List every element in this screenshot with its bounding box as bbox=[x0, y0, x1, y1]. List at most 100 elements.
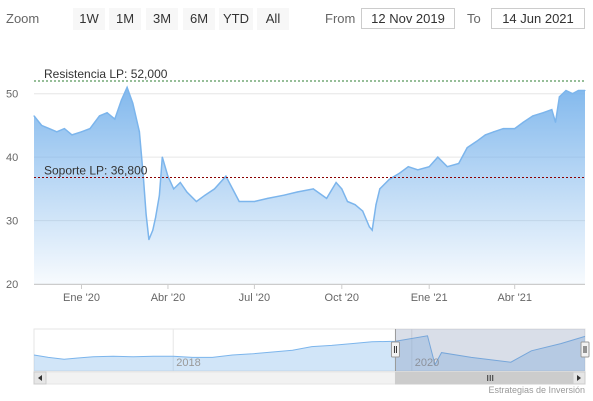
data-point bbox=[126, 86, 128, 88]
data-point bbox=[346, 200, 349, 203]
zoom-all-button[interactable]: All bbox=[257, 8, 289, 30]
navigator-line bbox=[33, 335, 586, 366]
navigator-left-handle[interactable] bbox=[390, 341, 400, 358]
data-point bbox=[565, 89, 567, 92]
data-point bbox=[437, 156, 439, 158]
data-point bbox=[155, 216, 157, 218]
data-point bbox=[558, 96, 560, 98]
resistance-line-label: Resistencia LP: 52,000 bbox=[44, 67, 168, 81]
from-label: From bbox=[325, 11, 356, 26]
data-point bbox=[238, 200, 240, 203]
data-point bbox=[554, 121, 557, 123]
handle-body[interactable] bbox=[580, 341, 590, 358]
x-tick-label: Ene '20 bbox=[63, 292, 100, 304]
data-point bbox=[476, 140, 478, 142]
data-point bbox=[148, 239, 150, 241]
data-point bbox=[335, 181, 337, 184]
navigator-tick-label: 2020 bbox=[415, 357, 439, 369]
data-point bbox=[388, 178, 390, 180]
data-point bbox=[63, 128, 65, 130]
data-point bbox=[354, 204, 356, 206]
data-point bbox=[326, 197, 328, 199]
x-tick-label: Abr '20 bbox=[151, 292, 186, 304]
y-tick-label: 40 bbox=[6, 152, 18, 164]
data-point bbox=[584, 89, 586, 92]
data-point bbox=[145, 213, 147, 215]
data-point bbox=[48, 128, 50, 130]
series-area bbox=[34, 87, 585, 285]
data-point bbox=[362, 210, 364, 212]
data-point bbox=[551, 108, 553, 111]
data-point bbox=[158, 194, 160, 196]
scroll-right-arrow-icon bbox=[577, 375, 581, 381]
from-date-input[interactable]: 12 Nov 2019 bbox=[361, 8, 455, 29]
data-point bbox=[204, 194, 206, 196]
data-point bbox=[458, 162, 460, 165]
zoom-6m-button[interactable]: 6M bbox=[183, 8, 215, 30]
data-point bbox=[89, 128, 91, 130]
data-point bbox=[253, 200, 255, 203]
navigator-right-handle[interactable] bbox=[580, 341, 590, 358]
credits-link[interactable]: Estrategias de Inversión bbox=[488, 385, 585, 395]
data-point bbox=[173, 188, 175, 190]
data-point bbox=[466, 147, 468, 149]
x-tick-label: Abr '21 bbox=[497, 292, 532, 304]
navigator-tick-label: 2018 bbox=[176, 357, 200, 369]
zoom-3m-button[interactable]: 3M bbox=[146, 8, 178, 30]
data-point bbox=[428, 166, 430, 168]
data-point bbox=[114, 118, 116, 120]
data-point bbox=[399, 172, 401, 174]
data-point bbox=[213, 188, 216, 190]
navigator-selected-range[interactable] bbox=[395, 329, 585, 371]
zoom-1w-button[interactable]: 1W bbox=[73, 8, 105, 30]
data-point bbox=[195, 200, 198, 203]
to-date-input[interactable]: 14 Jun 2021 bbox=[491, 8, 585, 29]
data-point bbox=[225, 175, 227, 177]
data-point bbox=[312, 188, 314, 190]
data-point bbox=[371, 229, 373, 231]
y-tick-label: 30 bbox=[6, 216, 18, 228]
data-point bbox=[152, 229, 154, 231]
data-point bbox=[522, 121, 524, 123]
data-point bbox=[132, 102, 134, 104]
support-line-label: Soporte LP: 36,800 bbox=[44, 163, 148, 177]
data-point bbox=[407, 166, 409, 168]
data-point bbox=[484, 134, 486, 136]
scroll-left-arrow-icon bbox=[38, 375, 42, 381]
data-point bbox=[572, 93, 574, 95]
to-label: To bbox=[467, 11, 481, 26]
data-point bbox=[71, 134, 73, 136]
x-tick-label: Jul '20 bbox=[239, 292, 270, 304]
data-point bbox=[502, 128, 504, 130]
data-point bbox=[446, 166, 448, 168]
data-point bbox=[142, 175, 144, 177]
x-tick-label: Ene '21 bbox=[411, 292, 448, 304]
data-point bbox=[167, 175, 169, 177]
navigator-frame bbox=[33, 328, 586, 372]
data-point bbox=[493, 131, 495, 133]
data-point bbox=[577, 89, 579, 92]
data-point bbox=[417, 169, 419, 171]
navigator-area bbox=[34, 335, 585, 371]
data-point bbox=[532, 115, 534, 117]
data-point bbox=[283, 194, 285, 196]
data-point bbox=[98, 115, 101, 117]
data-point bbox=[341, 188, 343, 190]
data-point bbox=[542, 112, 544, 114]
data-point bbox=[186, 191, 188, 193]
data-point bbox=[138, 131, 141, 133]
data-point bbox=[41, 124, 43, 127]
x-tick-label: Oct '20 bbox=[325, 292, 360, 304]
data-point bbox=[231, 188, 234, 190]
zoom-ytd-button[interactable]: YTD bbox=[219, 8, 253, 30]
handle-body[interactable] bbox=[390, 341, 400, 358]
zoom-1m-button[interactable]: 1M bbox=[109, 8, 141, 30]
data-point bbox=[267, 197, 269, 199]
y-tick-label: 50 bbox=[6, 89, 18, 101]
data-point bbox=[368, 226, 370, 228]
data-point bbox=[296, 191, 298, 193]
data-point bbox=[56, 131, 58, 133]
data-point bbox=[106, 112, 108, 114]
y-tick-label: 20 bbox=[6, 279, 18, 291]
